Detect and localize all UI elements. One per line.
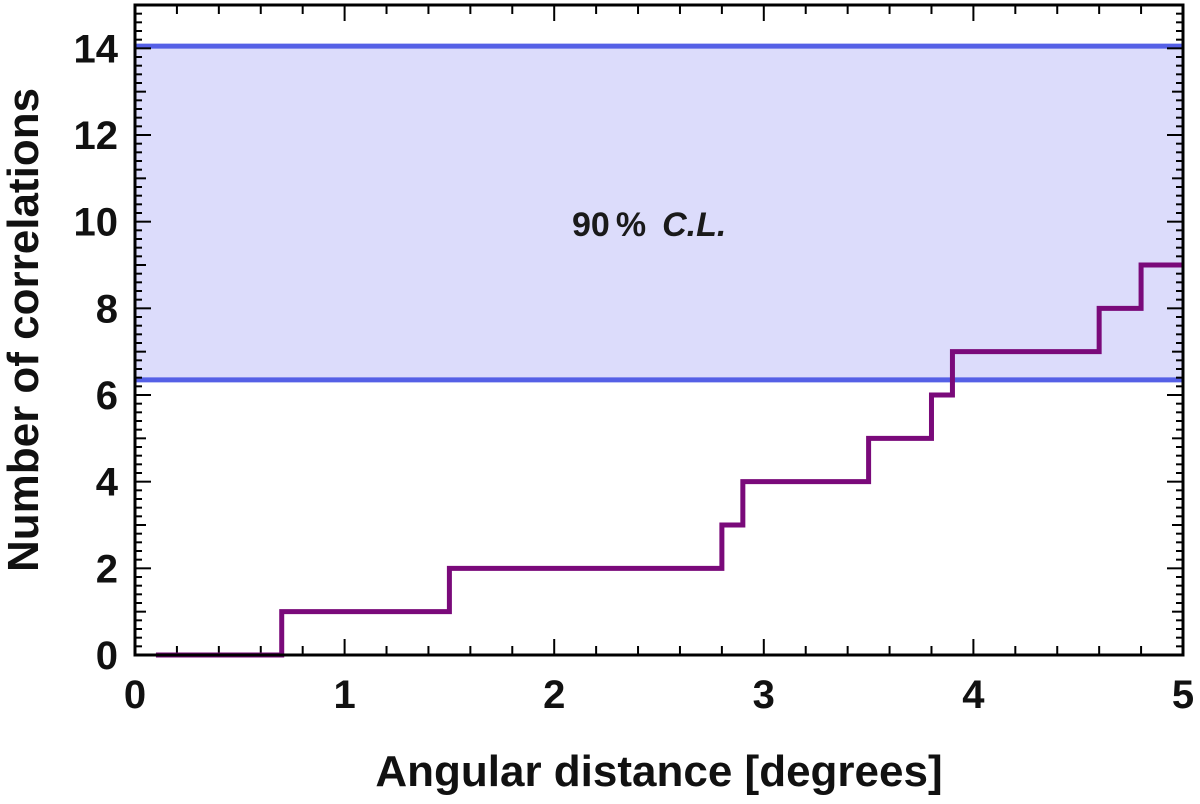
confidence-band [135,43,1183,383]
y-tick-label: 14 [74,27,119,71]
y-tick-label: 4 [96,461,119,505]
y-tick-label: 12 [74,114,119,158]
series-layer [155,262,1183,658]
y-tick-label: 8 [96,287,118,331]
band-label-cl: C.L. [662,206,726,244]
x-tick-label: 3 [753,673,775,717]
y-tick-label: 2 [96,547,118,591]
y-tick-label: 6 [96,374,118,418]
band-fill [135,46,1183,380]
x-tick-label: 5 [1172,673,1194,717]
band-label-percent: % [616,206,646,244]
x-axis-title: Angular distance [degrees] [375,747,942,796]
plot-frame [133,3,1185,657]
band-label-number: 90 [572,206,610,244]
x-tick-label: 2 [543,673,565,717]
x-tick-label: 4 [962,673,985,717]
series-step-line-0 [155,262,1183,658]
x-tick-label: 0 [124,673,146,717]
band-label: 90% C.L. [572,206,726,244]
y-tick-label: 0 [96,634,118,678]
y-tick-label: 10 [74,201,119,245]
y-axis-title: Number of correlations [0,88,48,572]
x-tick-label: 1 [333,673,355,717]
